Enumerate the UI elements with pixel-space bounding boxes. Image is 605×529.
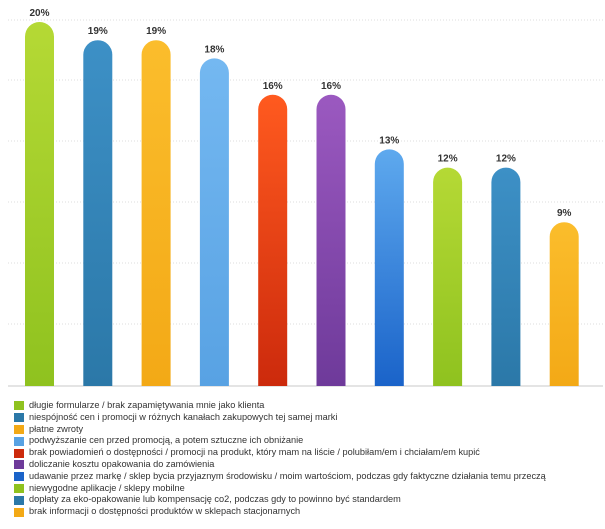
legend-swatch bbox=[14, 495, 24, 505]
data-label: 16% bbox=[321, 81, 341, 92]
legend-label: płatne zwroty bbox=[29, 423, 84, 434]
legend-item: niespójność cen i promocji w różnych kan… bbox=[14, 412, 602, 424]
bar-chart: 20% 19% 19% 18% 16% 16% 13% 12% 12% 9% bbox=[8, 8, 603, 387]
legend-swatch bbox=[14, 483, 24, 493]
legend-item: brak informacji o dostępności produktów … bbox=[14, 506, 602, 518]
data-label: 18% bbox=[204, 44, 224, 55]
legend-swatch bbox=[14, 448, 24, 458]
bar bbox=[491, 167, 521, 386]
bar bbox=[25, 22, 54, 387]
data-label: 19% bbox=[88, 26, 108, 37]
legend-label: niespójność cen i promocji w różnych kan… bbox=[29, 411, 338, 422]
data-label: 9% bbox=[557, 208, 572, 219]
legend-swatch bbox=[14, 413, 24, 423]
legend-label: doliczanie kosztu opakowania do zamówien… bbox=[29, 458, 215, 469]
data-labels: 20% 19% 19% 18% 16% 16% 13% 12% 12% 9% bbox=[29, 8, 571, 219]
data-label: 12% bbox=[438, 154, 458, 165]
data-label: 20% bbox=[29, 8, 49, 19]
legend-item: niewygodne aplikacje / sklepy mobilne bbox=[14, 483, 602, 495]
bar bbox=[83, 40, 113, 386]
bar bbox=[549, 222, 579, 386]
legend-label: długie formularze / brak zapamiętywania … bbox=[29, 400, 265, 410]
data-label: 16% bbox=[263, 81, 283, 92]
bar bbox=[316, 94, 346, 387]
legend-item: brak powiadomień o dostępności / promocj… bbox=[14, 447, 602, 459]
data-label: 12% bbox=[496, 154, 516, 165]
legend-swatch bbox=[14, 507, 24, 517]
legend-swatch bbox=[14, 424, 24, 434]
legend-label: podwyższanie cen przed promocją, a potem… bbox=[29, 435, 304, 446]
legend-item: podwyższanie cen przed promocją, a potem… bbox=[14, 435, 602, 447]
legend-label: niewygodne aplikacje / sklepy mobilne bbox=[29, 482, 185, 493]
legend-item: płatne zwroty bbox=[14, 424, 602, 436]
legend-item: dopłaty za eko-opakowanie lub kompensacj… bbox=[14, 494, 602, 506]
legend-item: długie formularze / brak zapamiętywania … bbox=[14, 400, 602, 412]
legend-label: dopłaty za eko-opakowanie lub kompensacj… bbox=[29, 494, 401, 505]
bars bbox=[25, 22, 579, 387]
legend-label: udawanie przez markę / sklep bycia przyj… bbox=[29, 470, 546, 481]
bar bbox=[199, 58, 229, 387]
data-label: 13% bbox=[379, 135, 399, 146]
legend: długie formularze / brak zapamiętywania … bbox=[14, 400, 602, 518]
legend-label: brak informacji o dostępności produktów … bbox=[29, 506, 301, 517]
data-label: 19% bbox=[146, 26, 166, 37]
bar bbox=[258, 94, 288, 387]
legend-label: brak powiadomień o dostępności / promocj… bbox=[29, 447, 480, 458]
legend-swatch bbox=[14, 436, 24, 446]
legend-item: doliczanie kosztu opakowania do zamówien… bbox=[14, 459, 602, 471]
bar bbox=[433, 167, 463, 386]
bar bbox=[141, 40, 171, 386]
legend-swatch bbox=[14, 472, 24, 482]
legend-swatch bbox=[14, 401, 24, 411]
bar bbox=[374, 149, 404, 386]
legend-swatch bbox=[14, 460, 24, 470]
legend-item: udawanie przez markę / sklep bycia przyj… bbox=[14, 471, 602, 483]
